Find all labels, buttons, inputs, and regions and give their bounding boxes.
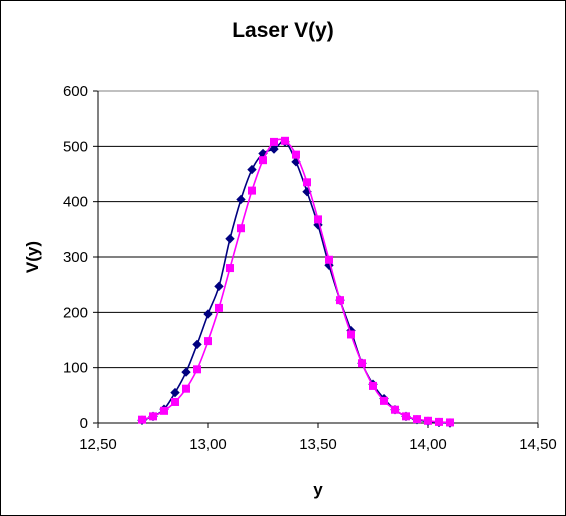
series-2-point [281, 136, 289, 145]
series-2-point [369, 381, 377, 390]
series-1-point [203, 309, 213, 319]
series-2-point [424, 416, 432, 425]
series-2-point [336, 296, 344, 305]
series-1-point [269, 144, 279, 154]
series-2-point [193, 365, 201, 374]
y-tick-label: 500 [63, 138, 88, 155]
x-tick-label: 12,50 [79, 436, 117, 453]
series-2-point [226, 264, 234, 273]
series-2-point [270, 137, 278, 146]
series-2-point [171, 397, 179, 406]
x-tick-label: 13,50 [299, 436, 337, 453]
y-tick-label: 400 [63, 194, 88, 211]
y-axis-title: V(y) [23, 241, 42, 273]
x-tick-label: 14,00 [409, 436, 447, 453]
y-tick-label: 100 [63, 360, 88, 377]
series-2-point [292, 150, 300, 159]
series-2-point [182, 384, 190, 393]
series-2-point [347, 330, 355, 339]
x-tick-label: 13,00 [189, 436, 227, 453]
y-tick-label: 0 [80, 415, 88, 432]
series-2-point [259, 156, 267, 165]
series-2-point [380, 396, 388, 405]
series-1-point [181, 367, 191, 377]
series-2-point [314, 215, 322, 224]
series-2-point [303, 178, 311, 187]
series-2-point [138, 415, 146, 424]
series-2-point [446, 418, 454, 427]
series-2-point [204, 337, 212, 346]
series-1-point [225, 234, 235, 244]
series-2-point [237, 224, 245, 233]
y-tick-label: 600 [63, 83, 88, 100]
y-tick-label: 300 [63, 249, 88, 266]
series-2-point [248, 186, 256, 195]
series-1-point [170, 387, 180, 398]
series-2-point [160, 406, 168, 415]
series-1-point [247, 164, 257, 175]
series-2-point [391, 405, 399, 414]
series-2-point [149, 412, 157, 421]
series-1-point [236, 194, 246, 205]
series-2-point [435, 417, 443, 426]
x-tick-label: 14,50 [519, 436, 557, 453]
series-2-point [402, 412, 410, 421]
series-1-point [192, 339, 202, 350]
x-axis-title: y [313, 480, 323, 499]
series-1-point [214, 281, 224, 292]
series-2-point [215, 303, 223, 312]
series-2-point [358, 359, 366, 368]
y-tick-label: 200 [63, 304, 88, 321]
chart-title: Laser V(y) [232, 19, 334, 42]
series-2-point [413, 415, 421, 424]
series-2-point [325, 255, 333, 264]
